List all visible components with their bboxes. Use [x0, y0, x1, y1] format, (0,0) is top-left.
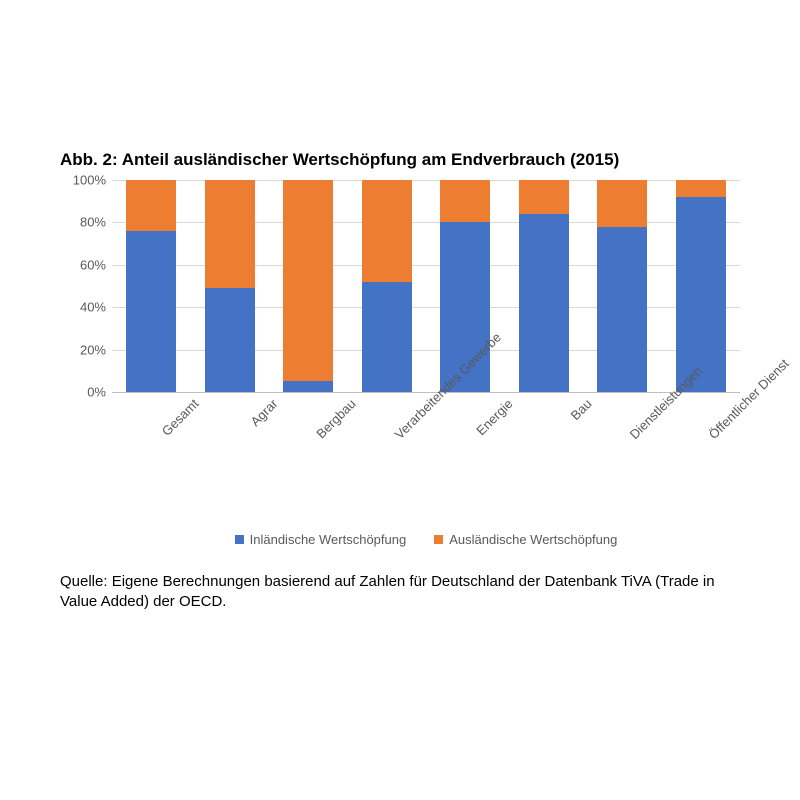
bar-segment-foreign [440, 180, 490, 222]
bar-segment-foreign [283, 180, 333, 381]
y-tick-label: 40% [60, 300, 106, 315]
bars-container [112, 180, 740, 392]
bar-column [519, 180, 569, 392]
y-tick-label: 0% [60, 385, 106, 400]
source-text: Quelle: Eigene Berechnungen basierend au… [60, 572, 740, 613]
x-tick-label: Dienstleistungen [627, 396, 673, 442]
x-tick-label: Bergbau [313, 396, 359, 442]
bar-segment-foreign [597, 180, 647, 227]
figure: Abb. 2: Anteil ausländischer Wertschöpfu… [60, 150, 740, 530]
bar-segment-domestic [676, 197, 726, 392]
bar-column [597, 180, 647, 392]
bar-segment-foreign [205, 180, 255, 288]
y-tick-label: 80% [60, 215, 106, 230]
bar-column [362, 180, 412, 392]
bar-column [283, 180, 333, 392]
legend-swatch-icon [235, 535, 244, 544]
x-tick-label: Verarbeitendes Gewerbe [391, 396, 437, 442]
chart-title: Abb. 2: Anteil ausländischer Wertschöpfu… [60, 150, 740, 170]
bar-segment-domestic [362, 282, 412, 392]
bar-segment-domestic [283, 381, 333, 392]
stacked-bar-chart: 100% 80% 60% 40% 20% 0% GesamtAgrarBergb… [60, 180, 740, 530]
bar-segment-domestic [519, 214, 569, 392]
bar-column [205, 180, 255, 392]
bar-segment-domestic [205, 288, 255, 392]
bar-segment-domestic [126, 231, 176, 392]
bar-column [126, 180, 176, 392]
x-tick-label: Energie [470, 396, 516, 442]
bar-segment-foreign [126, 180, 176, 231]
bar-segment-foreign [362, 180, 412, 282]
plot-area [112, 180, 740, 392]
bar-segment-foreign [519, 180, 569, 214]
y-tick-label: 20% [60, 342, 106, 357]
legend-swatch-icon [434, 535, 443, 544]
legend-item: Inländische Wertschöpfung [235, 532, 407, 547]
bar-segment-domestic [597, 227, 647, 392]
legend-label: Ausländische Wertschöpfung [449, 532, 617, 547]
legend-item: Ausländische Wertschöpfung [434, 532, 617, 547]
x-tick-label: Bau [548, 396, 594, 442]
gridline [112, 392, 740, 393]
x-tick-label: Öffentlicher Dienst [705, 396, 751, 442]
x-labels: GesamtAgrarBergbauVerarbeitendes Gewerbe… [112, 396, 740, 411]
bar-column [676, 180, 726, 392]
bar-segment-foreign [676, 180, 726, 197]
x-tick-label: Gesamt [156, 396, 202, 442]
legend-label: Inländische Wertschöpfung [250, 532, 407, 547]
y-tick-label: 100% [60, 173, 106, 188]
x-tick-label: Agrar [234, 396, 280, 442]
legend: Inländische Wertschöpfung Ausländische W… [112, 532, 740, 547]
y-tick-label: 60% [60, 257, 106, 272]
